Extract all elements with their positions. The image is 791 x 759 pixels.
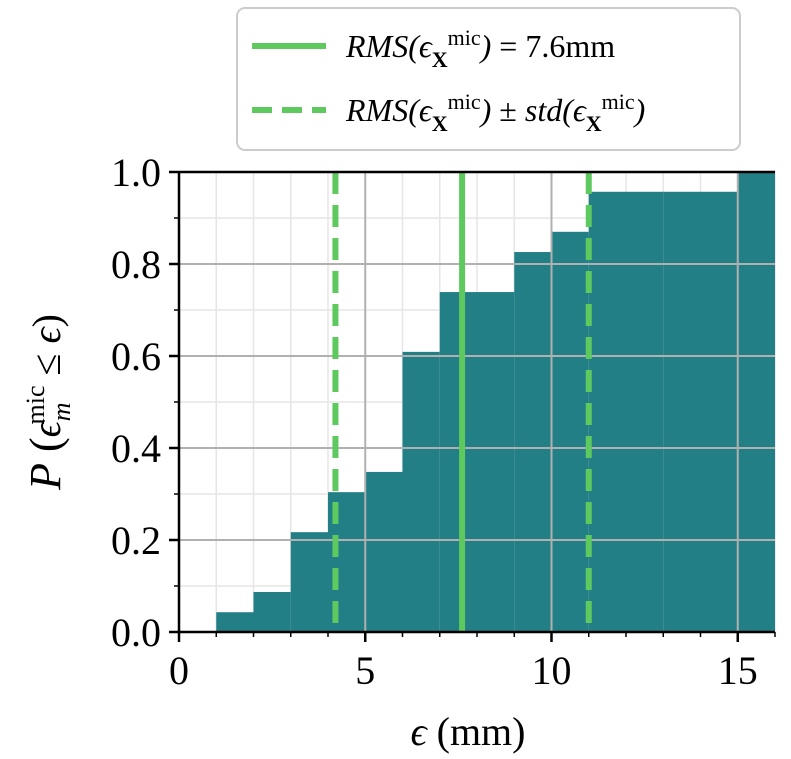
histogram-bar-3 — [290, 532, 328, 632]
histogram-bar-2 — [253, 591, 291, 632]
histogram-bars — [216, 172, 775, 633]
y-tick-label: 0.4 — [111, 426, 161, 471]
x-tick-label: 15 — [718, 648, 758, 693]
histogram-bar-6 — [402, 351, 440, 632]
histogram-bar-12 — [626, 191, 664, 632]
y-tick-label: 1.0 — [111, 150, 161, 195]
reference-lines — [332, 172, 592, 632]
y-axis-label: P (ϵmmic ≤ ϵ) — [21, 314, 76, 491]
legend: RMS(ϵXmic) = 7.6mm RMS(ϵXmic) ± std(ϵXmi… — [236, 7, 741, 151]
x-axis-label: ϵ (mm) — [411, 709, 526, 754]
y-tick-label: 0.0 — [111, 610, 161, 655]
svg-text:P (ϵmmic ≤ ϵ): P (ϵmmic ≤ ϵ) — [21, 314, 76, 491]
histogram-bar-1 — [216, 612, 254, 632]
ticks: 0 5 10 15 0.0 0.2 0.4 0.6 0.8 1.0 — [111, 150, 776, 693]
histogram-bar-8 — [477, 292, 515, 632]
y-tick-label: 0.6 — [111, 334, 161, 379]
x-tick-label: 5 — [355, 648, 375, 693]
legend-entry-rms: RMS(ϵXmic) = 7.6mm — [345, 25, 615, 72]
x-tick-label: 0 — [169, 648, 189, 693]
legend-box — [236, 7, 741, 151]
y-tick-label: 0.2 — [111, 518, 161, 563]
histogram-bar-5 — [365, 471, 403, 632]
x-tick-label: 10 — [532, 648, 572, 693]
histogram-bar-10 — [551, 231, 589, 633]
histogram-bar-15 — [737, 172, 775, 632]
legend-entry-rms-std: RMS(ϵXmic) ± std(ϵXmic) — [345, 89, 645, 136]
histogram-bar-9 — [514, 252, 552, 633]
histogram-bar-7 — [439, 292, 477, 632]
histogram-bar-11 — [588, 191, 626, 632]
histogram-bar-13 — [663, 191, 701, 632]
histogram-bar-14 — [700, 191, 738, 632]
y-tick-label: 0.8 — [111, 242, 161, 287]
